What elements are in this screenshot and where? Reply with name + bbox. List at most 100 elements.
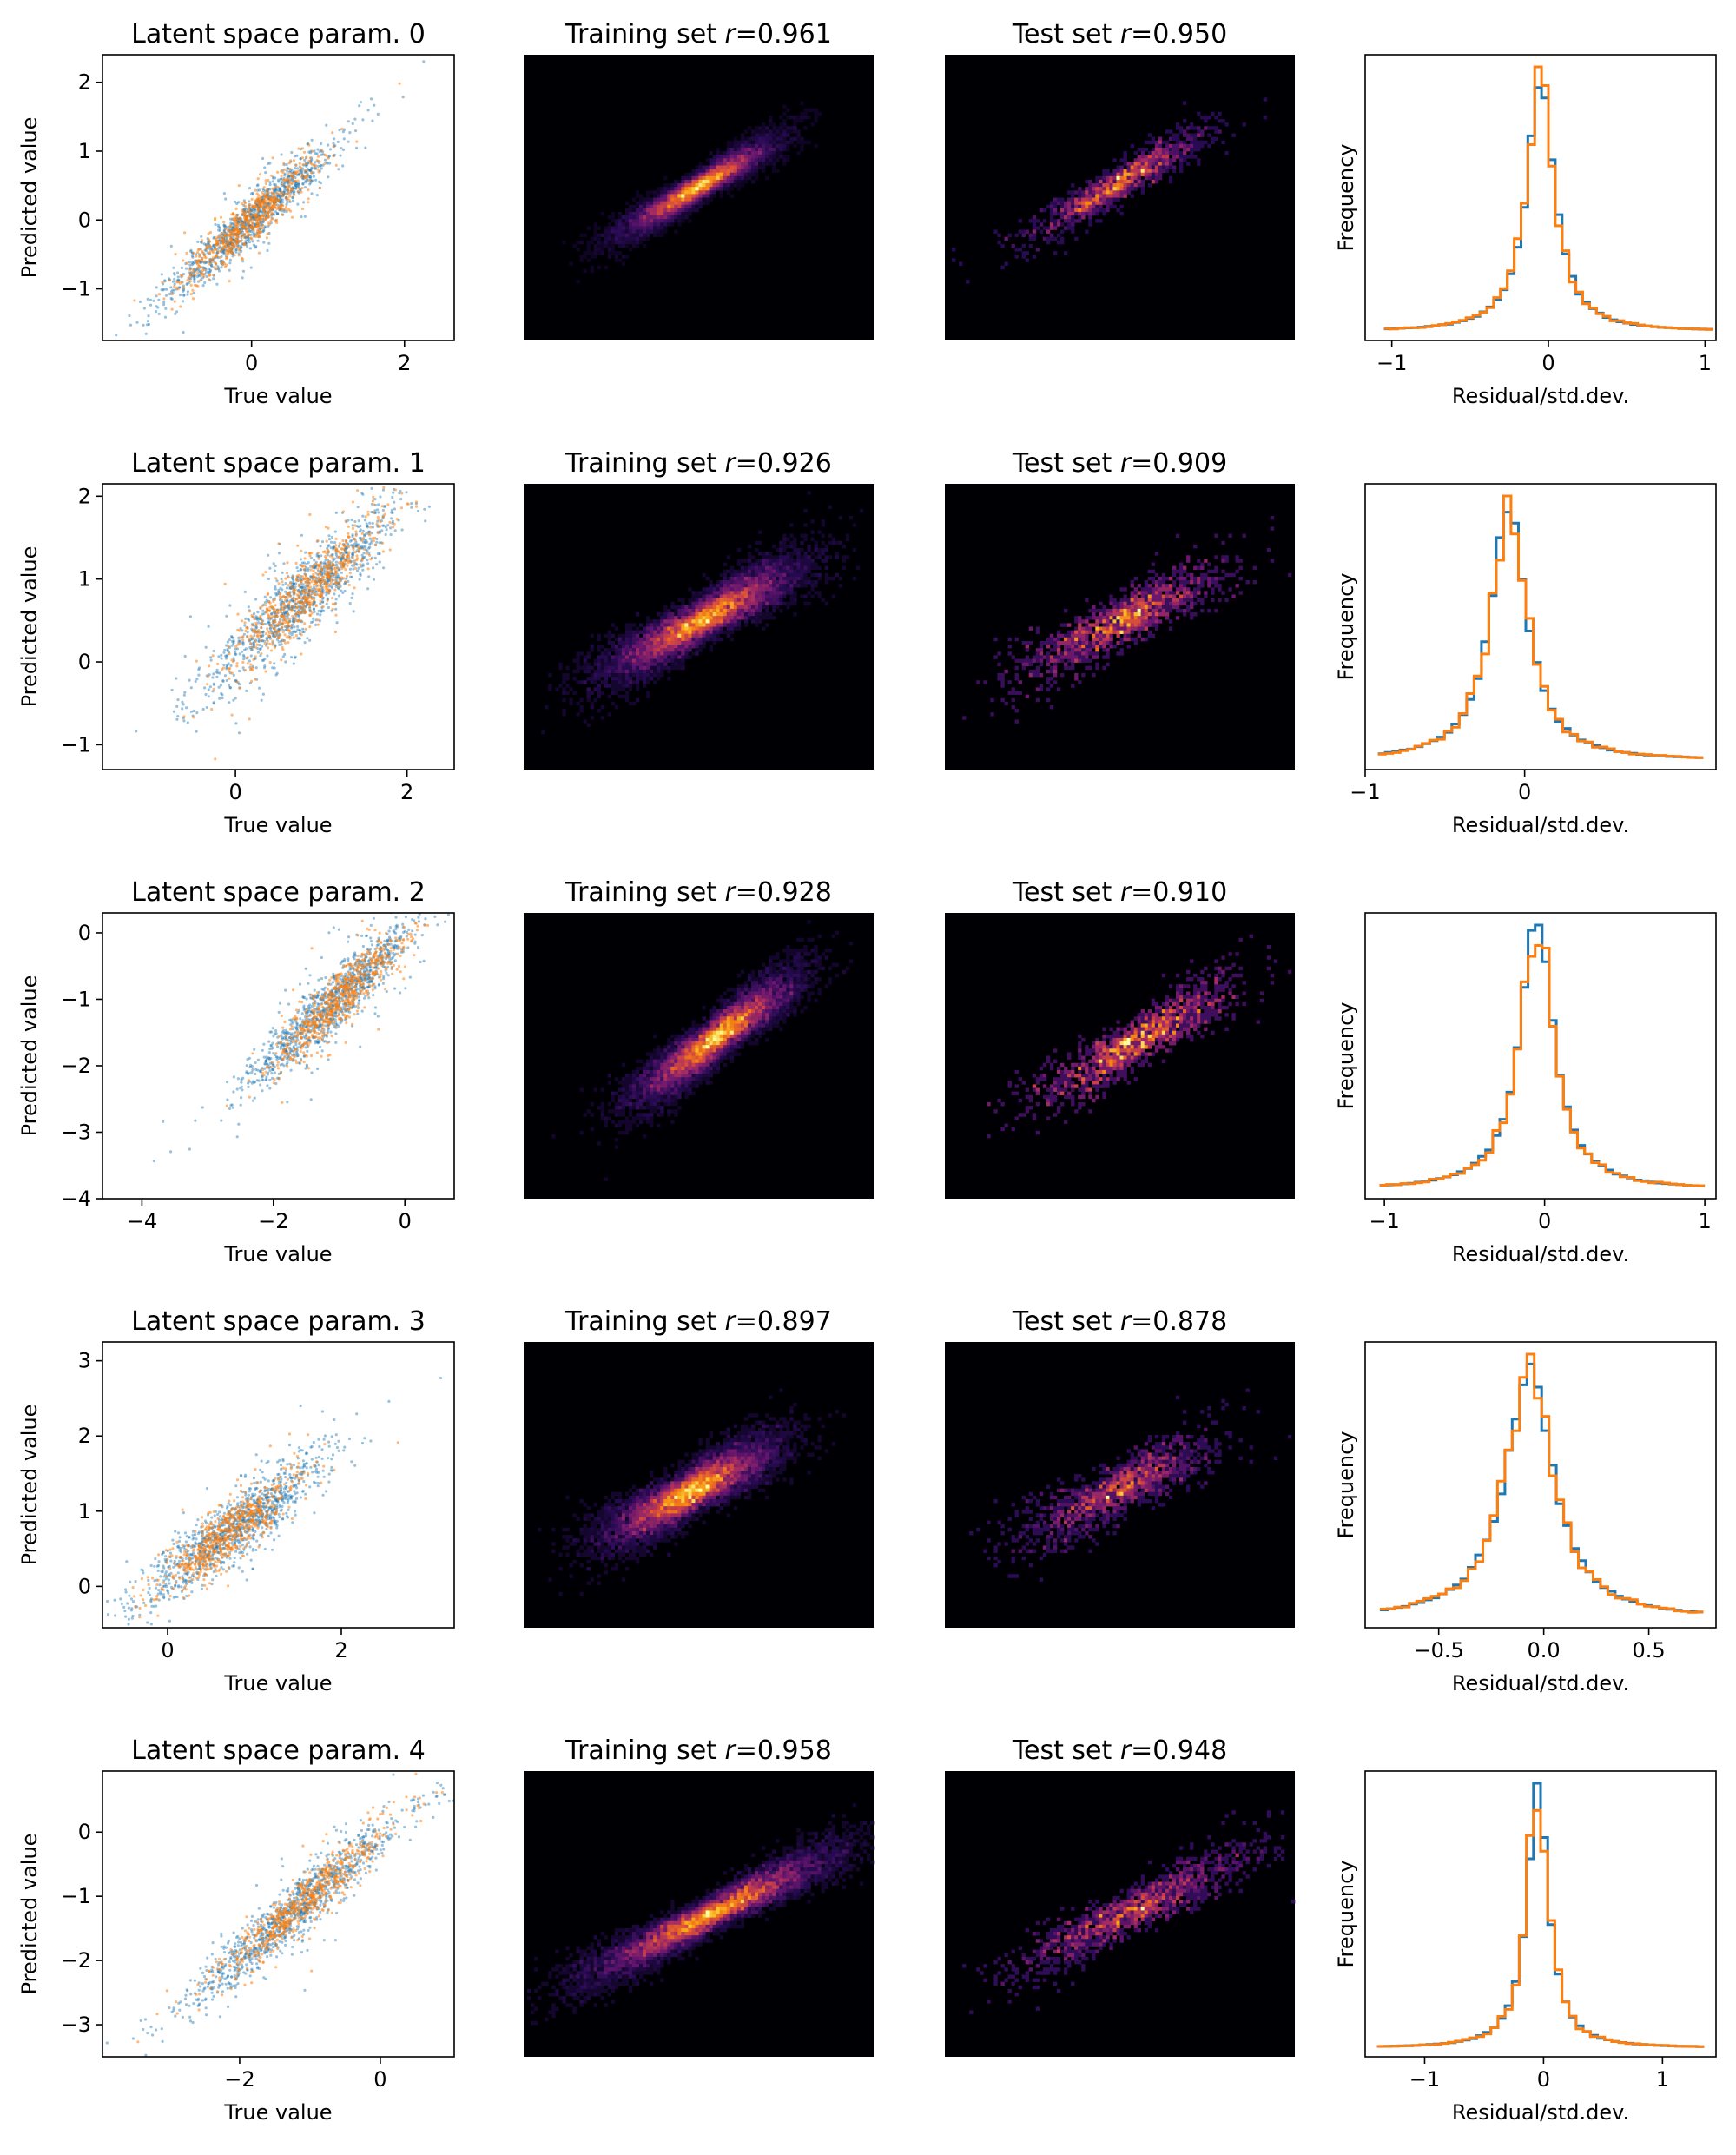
heatmap-cell [772,133,776,137]
scatter-point [212,701,215,704]
heatmap-cell [611,229,616,234]
heatmap-cell [688,190,692,195]
heatmap-cell [726,147,731,152]
heatmap-cell [821,540,825,545]
heatmap-cell [607,255,612,259]
scatter-point [340,547,344,551]
scatter-point [285,202,288,207]
scatter-point [261,622,265,625]
heatmap-cell [1095,201,1099,206]
scatter-point [375,563,379,566]
heatmap-cell [750,158,756,162]
scatter-point [290,585,294,589]
heatmap-cell [733,179,738,184]
heatmap-cell [593,255,597,259]
scatter-point [271,639,274,643]
scatter-point [190,261,194,264]
scatter-point [355,543,359,546]
heatmap-cell [670,201,675,206]
scatter-point [258,644,261,647]
heatmap-cell [1064,219,1068,223]
heatmap-cell [736,548,742,552]
scatter-point [280,153,283,156]
scatter-point [182,294,186,297]
scatter-point [263,166,267,169]
scatter-point [281,594,285,598]
heatmap-cell [1046,240,1051,245]
heatmap-cell [1067,190,1072,195]
scatter-point [258,188,261,192]
scatter-point [352,610,355,613]
heatmap-cell [628,229,633,234]
scatter-point [152,299,155,302]
scatter-point [219,235,222,239]
scatter-point [400,492,404,495]
heatmap-cell [1207,115,1211,120]
scatter-point [188,263,192,267]
scatter-point [359,443,361,446]
heatmap-cell [600,243,604,248]
heatmap-cell [772,544,776,549]
scatter-point [287,618,292,621]
scatter-point [249,220,253,223]
heatmap-cell [646,229,650,234]
heatmap-cell [657,226,661,230]
heatmap-cell [638,201,644,206]
heatmap-cell [1095,208,1099,213]
scatter-point [178,281,182,285]
heatmap-cell [1123,179,1127,184]
heatmap-cell [729,151,735,155]
scatter-plot-area [102,55,454,340]
scatter-point [267,553,270,557]
heatmap-cell [793,119,797,123]
heatmap-cell [705,165,710,169]
heatmap-cell [604,229,609,234]
scatter-point [256,651,260,654]
scatter-point [260,651,263,656]
heatmap-cell [758,155,762,159]
heatmap-cell [1088,194,1092,198]
heatmap-cell [810,559,815,563]
scatter-point [252,205,256,208]
scatter-point [272,176,275,180]
heatmap-cell [782,133,787,137]
scatter-point [357,566,360,570]
heatmap-cell [1102,208,1106,213]
scatter-point [351,552,354,556]
scatter-point [294,655,297,658]
heatmap-cell [1140,179,1145,184]
scatter-point [289,159,293,162]
heatmap-cell [782,548,787,552]
scatter-point [327,156,330,160]
heatmap-cell [1183,129,1187,134]
scatter-point [182,715,186,718]
heatmap-cell [726,555,731,559]
scatter-point [296,544,300,547]
scatter-point [320,167,323,170]
scatter-point [189,271,193,274]
scatter-point [214,757,217,761]
scatter-point [222,651,226,654]
heatmap-cell [643,204,647,209]
scatter-point [327,591,331,595]
scatter-point [204,256,208,260]
heatmap-cell [1106,194,1110,198]
scatter-point [96,364,99,367]
heatmap-cell [617,226,623,230]
scatter-point [176,275,180,279]
heatmap-cell [1071,201,1075,206]
scatter-point [436,459,439,462]
heatmap-cell [786,143,790,149]
scatter-point [142,323,145,327]
heatmap-cell [762,140,766,145]
heatmap-cell [1175,126,1180,130]
heatmap-cell [653,226,657,230]
scatter-point [307,598,310,601]
heatmap-cell [643,211,647,216]
scatter-point [248,200,251,203]
heatmap-cell [1204,115,1208,120]
scatter-point [244,207,248,210]
scatter-point [242,243,246,247]
heatmap-cell [698,169,703,174]
heatmap-cell [712,155,716,159]
